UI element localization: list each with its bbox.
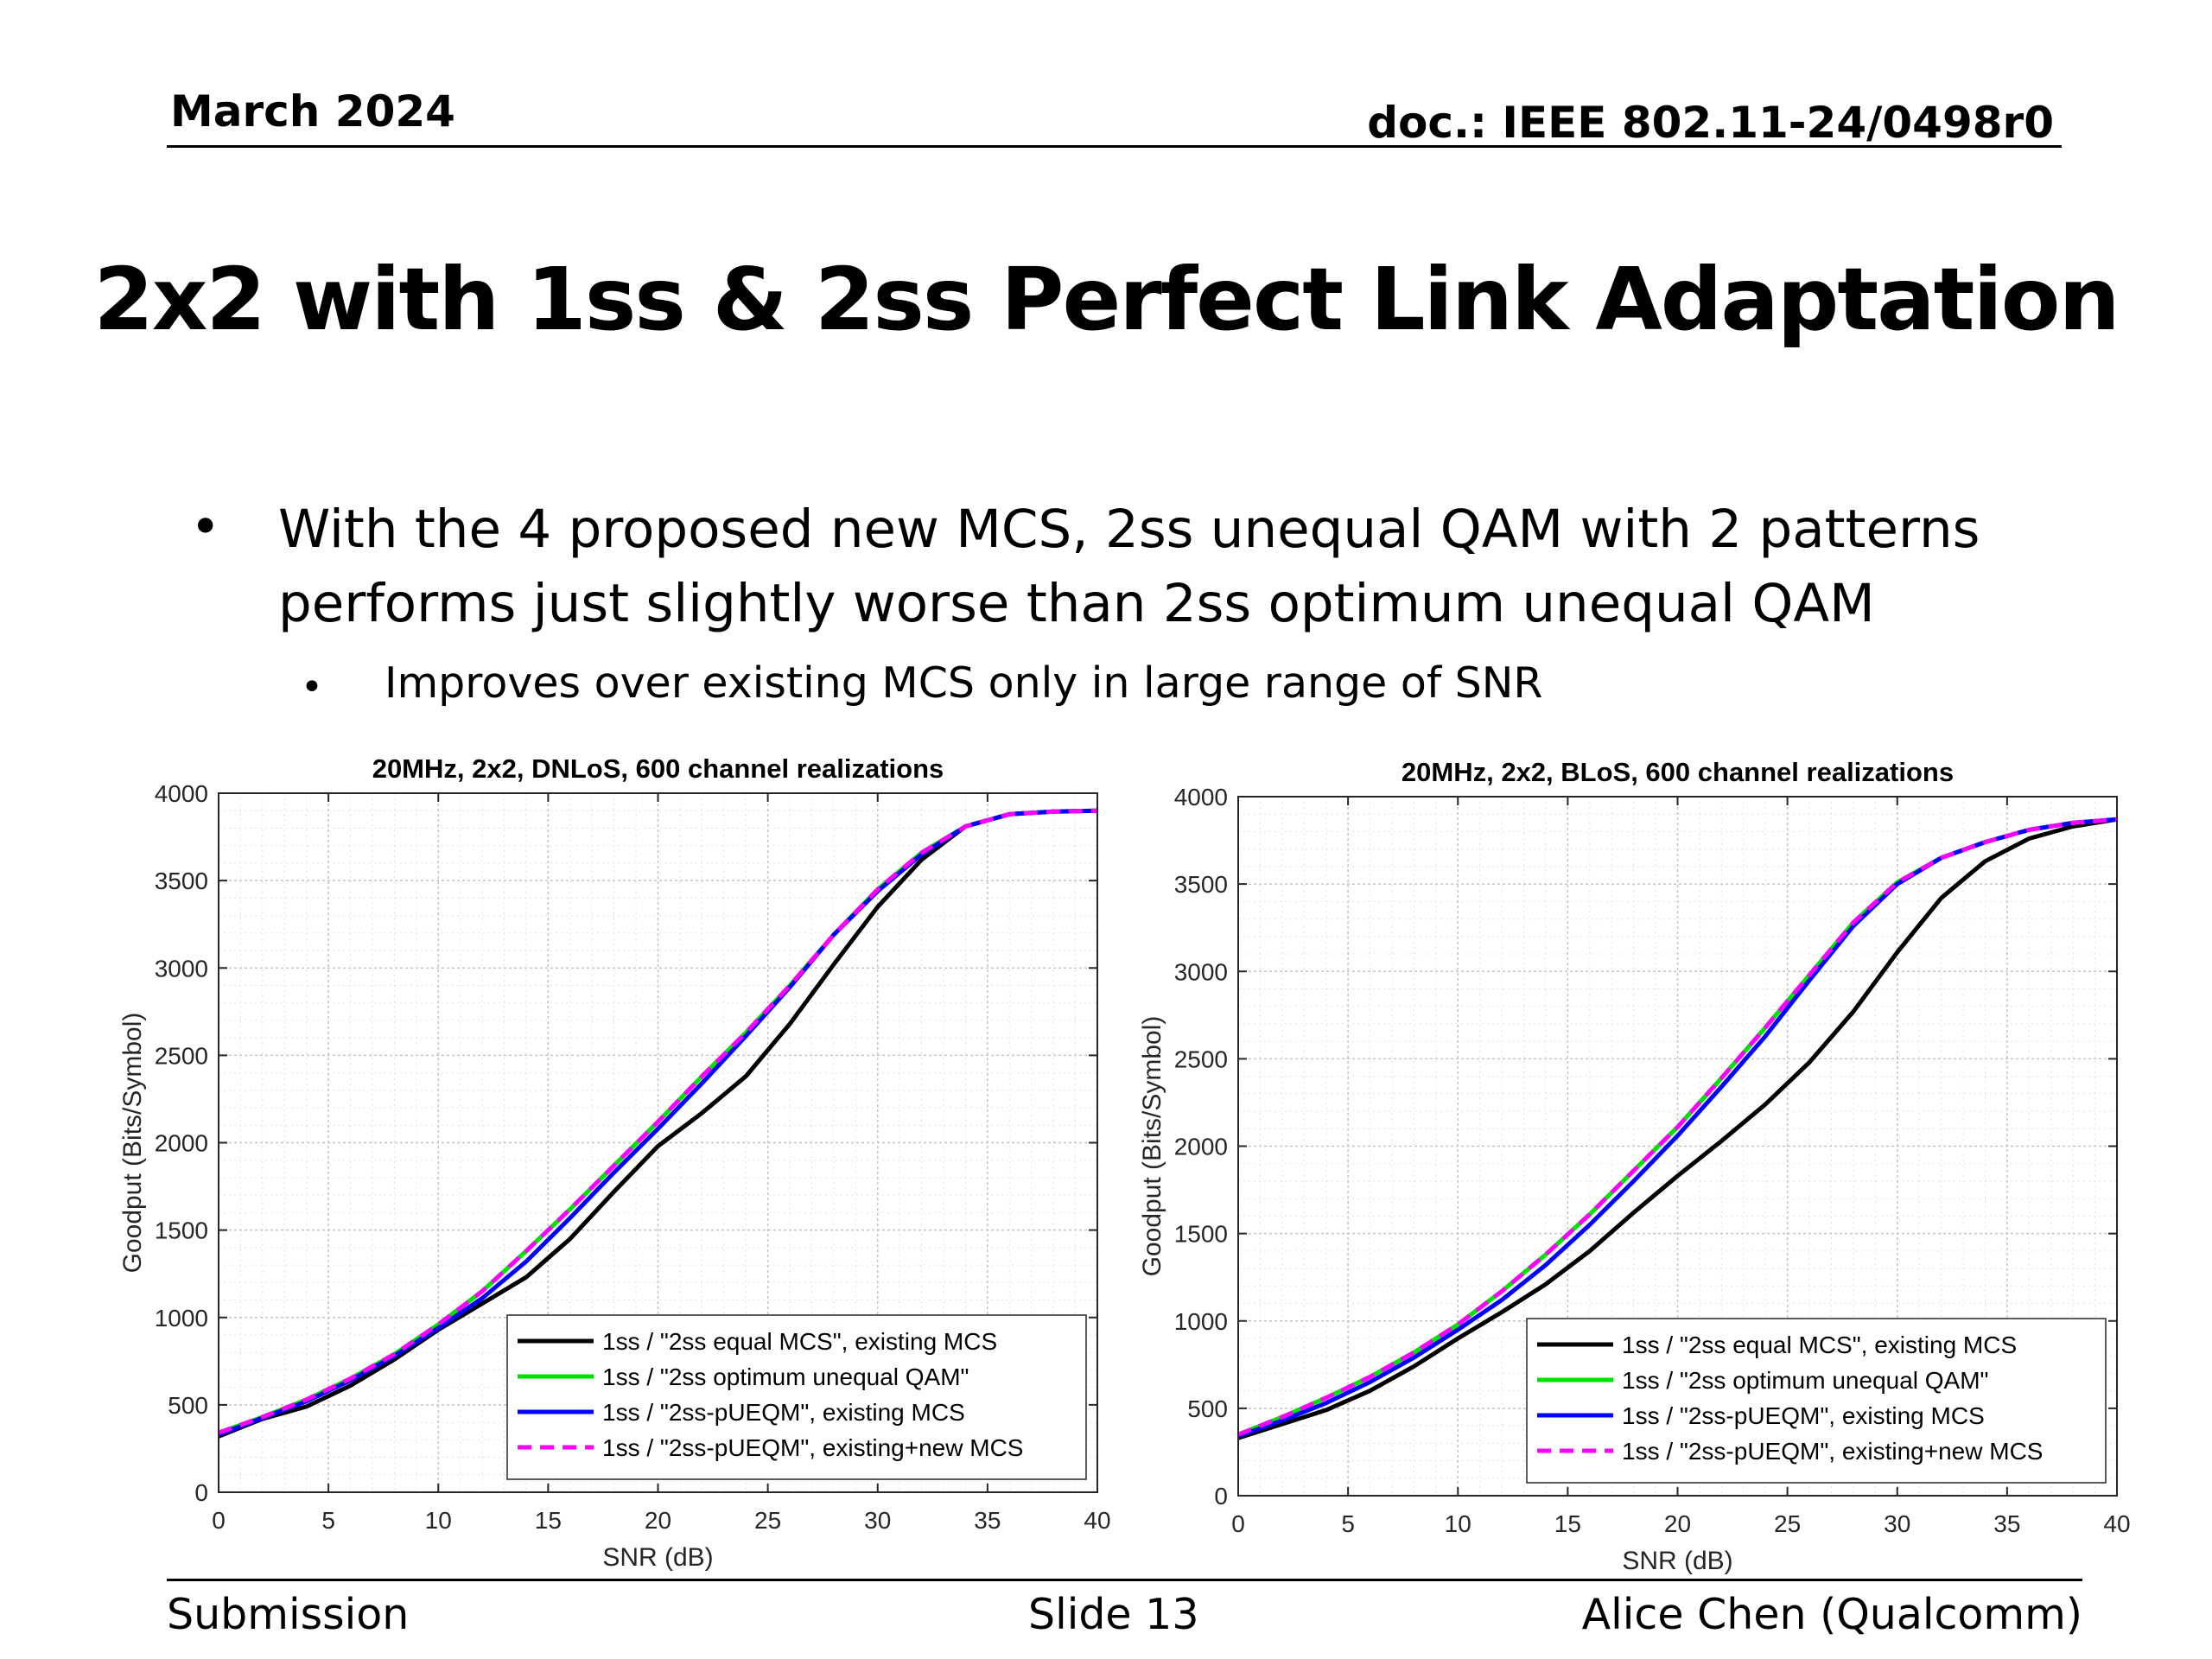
series-line-4	[218, 808, 1098, 1435]
y-tick-label: 4000	[1174, 784, 1228, 810]
x-tick-label: 15	[535, 1507, 562, 1534]
bullet-marker-level2: •	[301, 665, 323, 709]
y-tick-label: 2500	[155, 1042, 208, 1069]
y-tick-label: 4000	[155, 780, 208, 807]
x-tick-label: 30	[864, 1507, 891, 1534]
legend-label-1: 1ss / "2ss equal MCS", existing MCS	[1622, 1332, 2017, 1358]
legend-label-2: 1ss / "2ss optimum unequal QAM"	[602, 1363, 969, 1390]
legend-label-3: 1ss / "2ss-pUEQM", existing MCS	[602, 1399, 965, 1426]
y-tick-label: 1000	[1174, 1308, 1228, 1335]
legend-label-3: 1ss / "2ss-pUEQM", existing MCS	[1622, 1402, 1985, 1429]
y-tick-label: 3000	[1174, 958, 1228, 985]
legend-label-2: 1ss / "2ss optimum unequal QAM"	[1622, 1367, 1989, 1394]
y-tick-label: 3500	[155, 868, 208, 894]
chart-title: 20MHz, 2x2, DNLoS, 600 channel realizati…	[372, 753, 944, 784]
header-doc-number: doc.: IEEE 802.11-24/0498r0	[1367, 98, 2054, 148]
y-axis-label: Goodput (Bits/Symbol)	[118, 1013, 147, 1274]
y-tick-label: 1500	[155, 1217, 208, 1244]
chart-blos: 0 5 10 15 20 25 30 35 40 0 500 1000 1500 2000 2500 3000…	[1138, 757, 2131, 1575]
y-tick-label: 500	[1187, 1395, 1228, 1422]
bullet-level1-text: With the 4 proposed new MCS, 2ss unequal…	[278, 499, 1980, 634]
legend-label-4: 1ss / "2ss-pUEQM", existing+new MCS	[1622, 1438, 2043, 1465]
y-tick-label: 0	[194, 1479, 208, 1506]
y-tick-label: 2000	[1174, 1134, 1228, 1160]
x-tick-label: 5	[1341, 1510, 1355, 1537]
x-tick-label: 20	[645, 1507, 671, 1534]
bullet-level2-text: Improves over existing MCS only in large…	[385, 658, 1543, 708]
x-tick-label: 25	[754, 1507, 781, 1534]
legend-box	[1526, 1318, 2107, 1484]
chart-title: 20MHz, 2x2, BLoS, 600 channel realizatio…	[1402, 757, 1954, 787]
x-tick-label: 15	[1554, 1510, 1581, 1537]
x-axis-label: SNR (dB)	[602, 1543, 713, 1572]
footer-submission: Submission	[167, 1590, 410, 1639]
y-tick-label: 1500	[1174, 1221, 1228, 1248]
y-tick-label: 2500	[1174, 1046, 1228, 1072]
x-tick-label: 10	[1445, 1510, 1471, 1537]
x-tick-label: 40	[2103, 1510, 2130, 1537]
footer-author: Alice Chen (Qualcomm)	[1581, 1590, 2082, 1639]
y-tick-label: 3000	[155, 955, 208, 982]
x-tick-label: 0	[1231, 1510, 1245, 1537]
header-date: March 2024	[170, 86, 455, 137]
x-tick-label: 0	[212, 1507, 226, 1534]
x-tick-label: 40	[1084, 1507, 1110, 1534]
legend-label-1: 1ss / "2ss equal MCS", existing MCS	[602, 1328, 997, 1355]
slide-title: 2x2 with 1ss & 2ss Perfect Link Adaptati…	[93, 249, 2120, 350]
x-tick-label: 35	[1993, 1510, 2020, 1537]
series-line-4	[1237, 817, 2118, 1437]
y-tick-label: 2000	[155, 1130, 208, 1157]
footer-divider	[167, 1579, 2082, 1581]
y-tick-label: 3500	[1174, 871, 1228, 898]
x-tick-label: 5	[321, 1507, 335, 1534]
x-tick-label: 20	[1664, 1510, 1691, 1537]
x-tick-label: 30	[1884, 1510, 1910, 1537]
legend-box	[506, 1314, 1087, 1480]
legend-label-4: 1ss / "2ss-pUEQM", existing+new MCS	[602, 1434, 1023, 1461]
bullet-marker-level1: •	[190, 497, 221, 557]
x-tick-label: 10	[425, 1507, 452, 1534]
header-divider	[167, 145, 2062, 148]
y-tick-label: 0	[1214, 1483, 1228, 1510]
chart-dnlos: 0 5 10 15 20 25 30 35 40 0 500 1000 1500 2000 2500 3000…	[118, 753, 1111, 1572]
y-tick-label: 1000	[155, 1305, 208, 1332]
x-axis-label: SNR (dB)	[1622, 1547, 1732, 1575]
y-axis-label: Goodput (Bits/Symbol)	[1138, 1016, 1166, 1277]
x-tick-label: 35	[974, 1507, 1001, 1534]
footer-slide-number: Slide 13	[1028, 1590, 1199, 1639]
series-line-1	[1237, 817, 2118, 1440]
y-tick-label: 500	[168, 1392, 208, 1419]
x-tick-label: 25	[1774, 1510, 1801, 1537]
